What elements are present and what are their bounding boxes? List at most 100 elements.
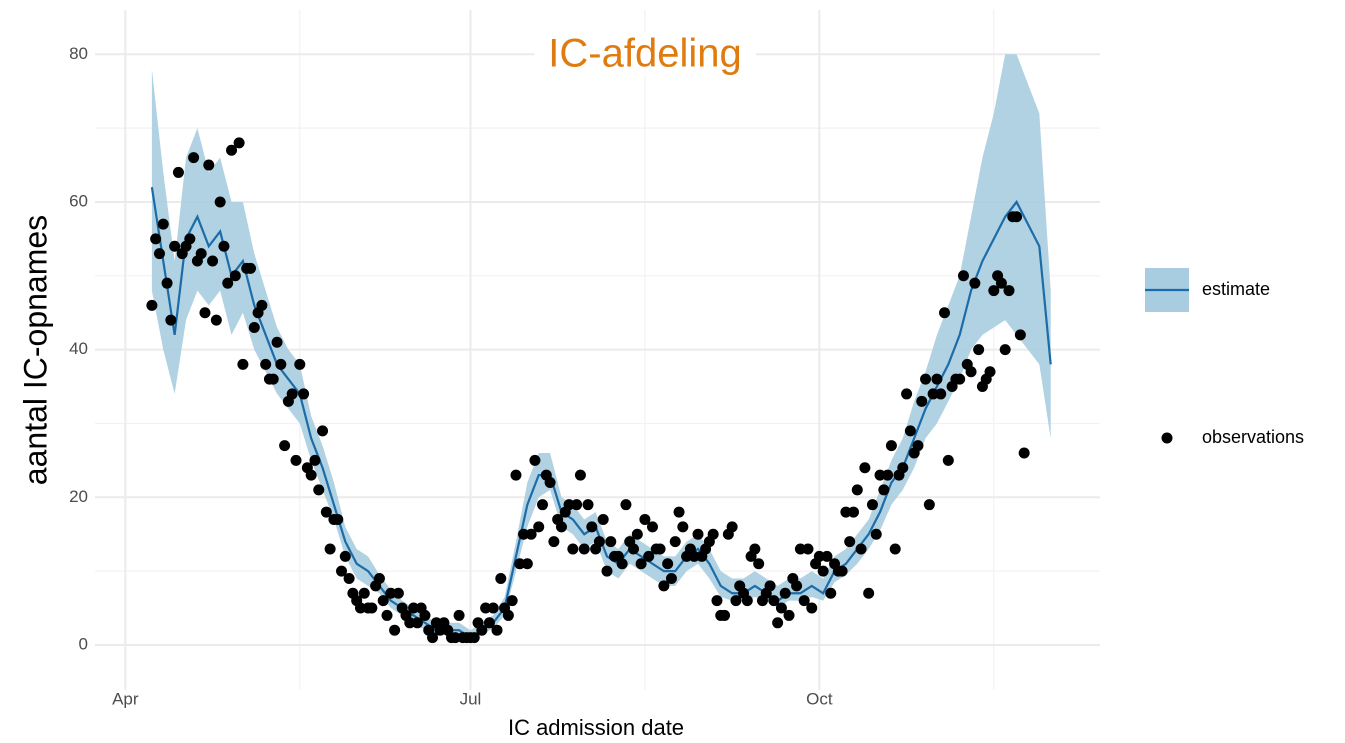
observation-point — [529, 454, 541, 466]
observation-point — [730, 595, 742, 607]
x-tick-label: Oct — [806, 689, 833, 708]
observation-point — [518, 528, 530, 540]
observation-point — [354, 602, 366, 614]
observation-point — [904, 425, 916, 437]
observation-point — [294, 358, 306, 370]
observation-point — [927, 388, 939, 400]
observation-point — [188, 152, 200, 164]
observation-point — [502, 609, 514, 621]
observation-point — [279, 440, 291, 452]
observation-point — [548, 536, 560, 548]
observation-point — [195, 248, 207, 260]
legend: estimate observations — [1145, 268, 1304, 447]
observation-point — [153, 248, 165, 260]
plot — [146, 54, 1052, 644]
observation-point — [866, 499, 878, 511]
observation-point — [969, 277, 981, 289]
observation-point — [324, 543, 336, 555]
observation-point — [942, 454, 954, 466]
observation-point — [404, 617, 416, 629]
x-tick-label: Apr — [112, 689, 139, 708]
observation-point — [567, 543, 579, 555]
legend-key-point — [1161, 432, 1173, 444]
observation-point — [248, 321, 260, 333]
observation-point — [392, 587, 404, 599]
observation-point — [453, 609, 465, 621]
observation-point — [389, 624, 401, 636]
observation-point — [631, 528, 643, 540]
legend-label: observations — [1202, 427, 1304, 447]
observation-point — [923, 499, 935, 511]
observation-point — [984, 366, 996, 378]
observation-point — [427, 632, 439, 644]
observation-point — [855, 543, 867, 555]
observation-point — [226, 144, 238, 156]
y-tick-label: 20 — [69, 487, 88, 506]
observation-point — [161, 277, 173, 289]
observation-point — [798, 595, 810, 607]
observation-point — [772, 617, 784, 629]
observation-point — [495, 573, 507, 585]
observation-point — [654, 543, 666, 555]
observation-point — [885, 440, 897, 452]
observation-point — [635, 558, 647, 570]
observation-point — [935, 388, 947, 400]
confidence-band — [151, 54, 1051, 640]
observation-point — [628, 543, 640, 555]
observation-point — [719, 609, 731, 621]
observation-point — [320, 506, 332, 518]
observation-point — [408, 602, 420, 614]
observation-point — [1018, 447, 1030, 459]
observation-point — [480, 602, 492, 614]
observation-point — [965, 366, 977, 378]
observation-point — [317, 425, 329, 437]
observation-point — [995, 277, 1007, 289]
observation-point — [806, 602, 818, 614]
observation-point — [783, 609, 795, 621]
observation-point — [889, 543, 901, 555]
observation-point — [817, 565, 829, 577]
observation-point — [669, 536, 681, 548]
observation-point — [165, 314, 177, 326]
observation-point — [920, 373, 932, 385]
observation-point — [244, 262, 256, 274]
observation-point — [260, 358, 272, 370]
legend-label: estimate — [1202, 279, 1270, 299]
observation-point — [844, 536, 856, 548]
observation-point — [711, 595, 723, 607]
observation-point — [874, 469, 886, 481]
observation-point — [218, 240, 230, 252]
observation-point — [483, 617, 495, 629]
observation-point — [779, 587, 791, 599]
observation-point — [601, 565, 613, 577]
observation-point — [184, 233, 196, 245]
observation-point — [229, 270, 241, 282]
observation-point — [825, 587, 837, 599]
observation-point — [586, 521, 598, 533]
observation-point — [616, 558, 628, 570]
observation-point — [912, 440, 924, 452]
observation-point — [741, 595, 753, 607]
observation-point — [521, 558, 533, 570]
observation-point — [275, 358, 287, 370]
observation-point — [146, 299, 158, 311]
observation-point — [533, 521, 545, 533]
observation-point — [973, 344, 985, 356]
observation-point — [271, 336, 283, 348]
observation-point — [692, 528, 704, 540]
observation-point — [791, 580, 803, 592]
observation-point — [597, 513, 609, 525]
observation-point — [373, 573, 385, 585]
observation-point — [870, 528, 882, 540]
observation-point — [916, 395, 928, 407]
observation-point — [931, 373, 943, 385]
observation-point — [150, 233, 162, 245]
observation-point — [1011, 211, 1023, 223]
observation-point — [411, 617, 423, 629]
observation-point — [172, 166, 184, 178]
observation-point — [419, 609, 431, 621]
observation-point — [476, 624, 488, 636]
observation-point — [582, 499, 594, 511]
observation-point — [267, 373, 279, 385]
observation-point — [222, 277, 234, 289]
